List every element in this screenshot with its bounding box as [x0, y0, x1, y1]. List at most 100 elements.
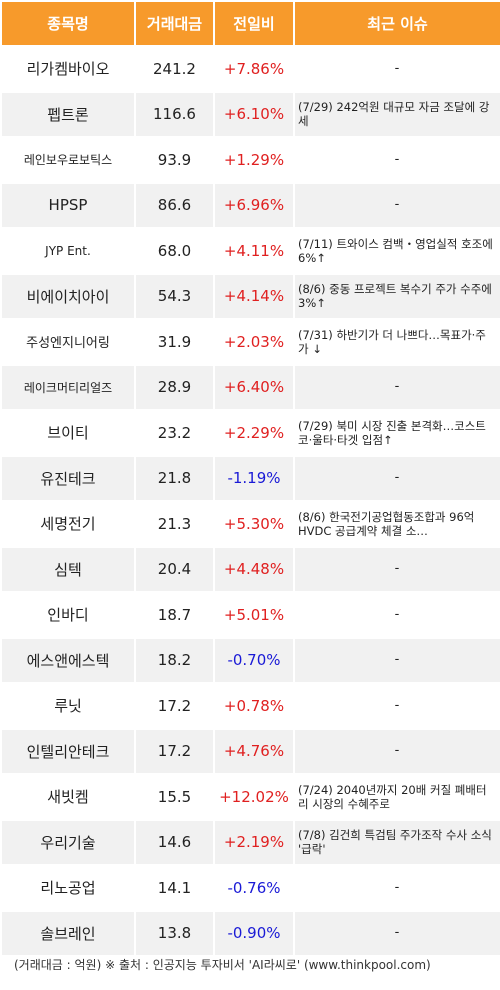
trading-volume: 68.0 [136, 229, 213, 273]
recent-issue: (7/31) 하반기가 더 나쁘다…목표가·주가 ↓ [295, 320, 500, 364]
stock-name: 솔브레인 [2, 911, 134, 955]
header-volume: 거래대금 [136, 2, 213, 45]
recent-issue: - [295, 547, 500, 591]
recent-issue: (7/11) 트와이스 컴백・영업실적 호조에 6%↑ [295, 229, 500, 273]
recent-issue-text: - [394, 380, 400, 395]
recent-issue: - [295, 684, 500, 728]
table-row: 인바디 18.7 +5.01% - [2, 593, 500, 637]
table-row: 새빗켐 15.5 +12.02% (7/24) 2040년까지 20배 커질 폐배터리… [2, 775, 500, 819]
recent-issue: - [295, 365, 500, 409]
price-change: +4.48% [215, 547, 293, 591]
recent-issue: - [295, 138, 500, 182]
stock-name: 세명전기 [2, 502, 134, 546]
stock-name: 에스앤에스텍 [2, 638, 134, 682]
price-change: -0.70% [215, 638, 293, 682]
trading-volume: 17.2 [136, 684, 213, 728]
table-row: 펩트론 116.6 +6.10% (7/29) 242억원 대규모 자금 조달에 강세 [2, 92, 500, 136]
recent-issue-text: - [394, 653, 400, 668]
price-change: +5.01% [215, 593, 293, 637]
table-row: 레이크머티리얼즈 28.9 +6.40% - [2, 365, 500, 409]
recent-issue: - [295, 638, 500, 682]
recent-issue-text: - [394, 152, 400, 167]
price-change: +5.30% [215, 502, 293, 546]
price-change: +2.03% [215, 320, 293, 364]
table-row: 브이티 23.2 +2.29% (7/29) 북미 시장 진출 본격화…코스트코·울타… [2, 411, 500, 455]
price-change: +6.96% [215, 183, 293, 227]
price-change: +2.29% [215, 411, 293, 455]
table-row: 루닛 17.2 +0.78% - [2, 684, 500, 728]
recent-issue-text: - [394, 698, 400, 713]
table-row: 리가켐바이오 241.2 +7.86% - [2, 47, 500, 91]
trading-volume: 23.2 [136, 411, 213, 455]
table-row: 우리기술 14.6 +2.19% (7/8) 김건희 특검팀 주가조작 수사 소식 '… [2, 820, 500, 864]
stock-name: 새빗켐 [2, 775, 134, 819]
table-row: 유진테크 21.8 -1.19% - [2, 456, 500, 500]
trading-volume: 21.3 [136, 502, 213, 546]
recent-issue-text: (7/8) 김건희 특검팀 주가조작 수사 소식 '급락' [298, 828, 492, 857]
recent-issue-text: (7/24) 2040년까지 20배 커질 폐배터리 시장의 수혜주로 [298, 782, 487, 811]
table-row: 비에이치아이 54.3 +4.14% (8/6) 중동 프로젝트 복수기 주가 수주에… [2, 274, 500, 318]
recent-issue: (7/8) 김건희 특검팀 주가조작 수사 소식 '급락' [295, 820, 500, 864]
recent-issue-text: (8/6) 한국전기공업협동조합과 96억 HVDC 공급계약 체결 소… [298, 509, 475, 538]
recent-issue-text: (7/29) 북미 시장 진출 본격화…코스트코·울타·타겟 입점↑ [298, 418, 486, 447]
table-row: JYP Ent. 68.0 +4.11% (7/11) 트와이스 컴백・영업실적 호조… [2, 229, 500, 273]
recent-issue: (7/24) 2040년까지 20배 커질 폐배터리 시장의 수혜주로 [295, 775, 500, 819]
price-change: +12.02% [215, 775, 293, 819]
price-change: -0.90% [215, 911, 293, 955]
trading-volume: 18.7 [136, 593, 213, 637]
trading-volume: 21.8 [136, 456, 213, 500]
trading-volume: 13.8 [136, 911, 213, 955]
trading-volume: 86.6 [136, 183, 213, 227]
recent-issue: - [295, 729, 500, 773]
recent-issue: (7/29) 242억원 대규모 자금 조달에 강세 [295, 92, 500, 136]
stock-name: 심텍 [2, 547, 134, 591]
recent-issue: - [295, 866, 500, 910]
trading-volume: 20.4 [136, 547, 213, 591]
table-row: 주성엔지니어링 31.9 +2.03% (7/31) 하반기가 더 나쁘다…목표가·주… [2, 320, 500, 364]
price-change: +1.29% [215, 138, 293, 182]
stock-name: 인텔리안테크 [2, 729, 134, 773]
recent-issue: - [295, 456, 500, 500]
trading-volume: 14.6 [136, 820, 213, 864]
table-header-row: 종목명 거래대금 전일비 최근 이슈 [2, 2, 500, 45]
stock-name: 리가켐바이오 [2, 47, 134, 91]
recent-issue: - [295, 593, 500, 637]
price-change: +0.78% [215, 684, 293, 728]
price-change: +6.40% [215, 365, 293, 409]
price-change: -1.19% [215, 456, 293, 500]
stock-name: JYP Ent. [2, 229, 134, 273]
recent-issue-text: - [394, 607, 400, 622]
stock-name: 유진테크 [2, 456, 134, 500]
table-body: 리가켐바이오 241.2 +7.86% - 펩트론 116.6 +6.10% (7/29) 2… [2, 47, 500, 955]
recent-issue-text: (7/11) 트와이스 컴백・영업실적 호조에 6%↑ [298, 236, 493, 265]
recent-issue-text: - [394, 880, 400, 895]
trading-volume: 241.2 [136, 47, 213, 91]
table-row: 에스앤에스텍 18.2 -0.70% - [2, 638, 500, 682]
table-row: HPSP 86.6 +6.96% - [2, 183, 500, 227]
table-row: 인텔리안테크 17.2 +4.76% - [2, 729, 500, 773]
price-change: +4.14% [215, 274, 293, 318]
stock-name: HPSP [2, 183, 134, 227]
recent-issue: - [295, 911, 500, 955]
recent-issue-text: (7/31) 하반기가 더 나쁘다…목표가·주가 ↓ [298, 327, 486, 356]
stock-table: 종목명 거래대금 전일비 최근 이슈 리가켐바이오 241.2 +7.86% - 펩트론… [2, 2, 500, 955]
stock-name: 비에이치아이 [2, 274, 134, 318]
source-footnote: (거래대금 : 억원) ※ 출처 : 인공지능 투자비서 'AI라씨로' (ww… [14, 958, 431, 972]
stock-name: 루닛 [2, 684, 134, 728]
trading-volume: 15.5 [136, 775, 213, 819]
price-change: +2.19% [215, 820, 293, 864]
recent-issue-text: - [394, 198, 400, 213]
stock-name: 펩트론 [2, 92, 134, 136]
recent-issue-text: (7/29) 242억원 대규모 자금 조달에 강세 [298, 100, 490, 129]
recent-issue-text: - [394, 562, 400, 577]
table-row: 리노공업 14.1 -0.76% - [2, 866, 500, 910]
price-change: +7.86% [215, 47, 293, 91]
table-row: 세명전기 21.3 +5.30% (8/6) 한국전기공업협동조합과 96억 HVDC… [2, 502, 500, 546]
header-change: 전일비 [215, 2, 293, 45]
price-change: +6.10% [215, 92, 293, 136]
recent-issue-text: - [394, 471, 400, 486]
trading-volume: 31.9 [136, 320, 213, 364]
recent-issue: - [295, 183, 500, 227]
recent-issue-text: - [394, 744, 400, 759]
